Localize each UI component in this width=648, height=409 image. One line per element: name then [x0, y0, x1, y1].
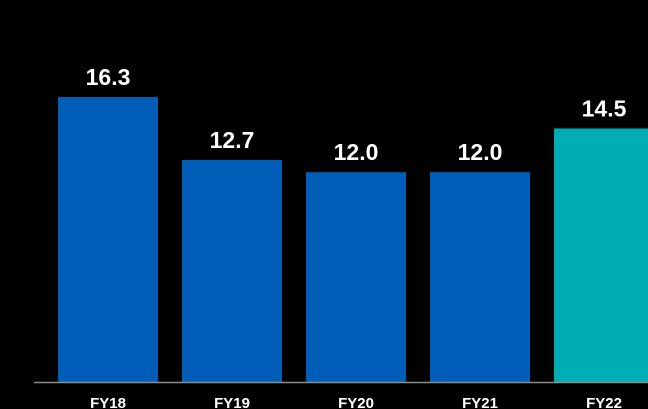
value-label-fy20: 12.0 [334, 139, 379, 165]
bar-fy20 [306, 172, 406, 382]
value-label-fy22: 14.5 [582, 95, 627, 121]
bar-fy22 [554, 128, 648, 382]
value-label-fy19: 12.7 [210, 127, 255, 153]
x-tick-fy20: FY20 [338, 395, 374, 409]
x-tick-fy19: FY19 [214, 395, 250, 409]
x-tick-fy22: FY22 [586, 395, 622, 409]
bar-fy21 [430, 172, 530, 382]
value-label-fy21: 12.0 [458, 139, 503, 165]
x-tick-fy18: FY18 [90, 395, 126, 409]
value-label-fy18: 16.3 [86, 64, 131, 90]
bars-group [58, 97, 648, 382]
bar-fy19 [182, 159, 282, 382]
bar-fy18 [58, 97, 158, 382]
x-tick-fy21: FY21 [462, 395, 498, 409]
labels-group: 16.3 12.7 12.0 12.0 14.5 [86, 64, 627, 165]
x-tick-labels: FY18 FY19 FY20 FY21 FY22 [90, 395, 622, 409]
